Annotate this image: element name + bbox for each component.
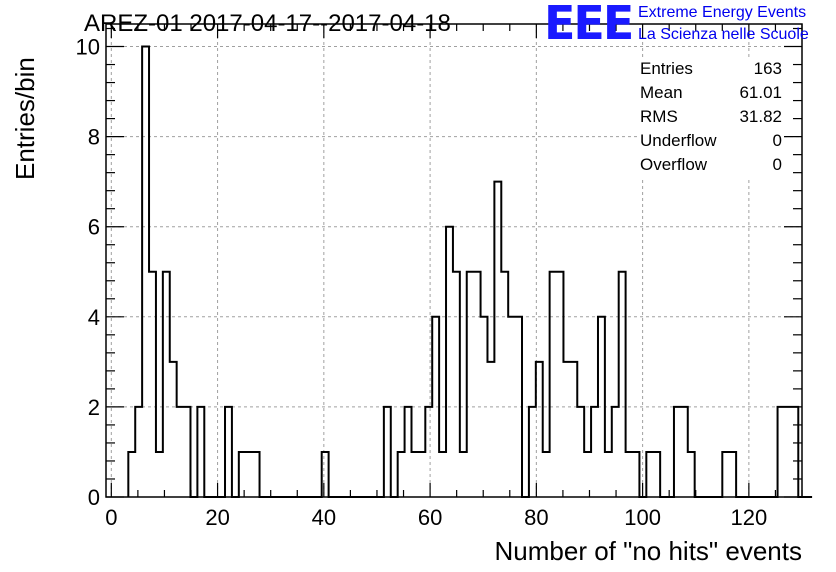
logo-line-1: Extreme Energy Events [638, 4, 807, 21]
plot-frame [105, 23, 803, 498]
y-axis-label: Entries/bin [10, 57, 40, 180]
stats-box: Entries 163 Mean 61.01 RMS 31.82 Underfl… [640, 58, 782, 178]
x-tick-label: 20 [205, 505, 229, 530]
stat-value: 31.82 [739, 107, 782, 126]
stat-value: 163 [753, 59, 782, 78]
logo-line-2: La Scienza nelle Scuole [638, 26, 809, 43]
stat-label: Mean [640, 83, 683, 102]
stat-value: 0 [772, 131, 782, 150]
y-tick-label: 10 [76, 35, 100, 60]
tick-labels: 0 20 40 60 80 100 120 0 2 4 6 8 10 [76, 35, 768, 530]
stat-label: RMS [640, 107, 678, 126]
stat-value: 61.01 [739, 83, 782, 102]
y-tick-label: 2 [88, 395, 100, 420]
stat-label: Entries [640, 59, 693, 78]
stat-row-mean: Mean 61.01 [640, 82, 782, 106]
y-tick-label: 0 [88, 485, 100, 510]
x-tick-label: 120 [731, 505, 768, 530]
x-tick-label: 40 [312, 505, 336, 530]
stat-label: Underflow [640, 131, 717, 150]
stat-row-underflow: Underflow 0 [640, 130, 782, 154]
y-tick-label: 4 [88, 305, 100, 330]
x-axis-label: Number of "no hits" events [494, 536, 803, 566]
x-tick-label: 100 [624, 505, 661, 530]
stat-row-rms: RMS 31.82 [640, 106, 782, 130]
stat-label: Overflow [640, 155, 708, 174]
chart-title: AREZ-01 2017-04-17--2017-04-18 [84, 10, 451, 37]
x-tick-label: 80 [524, 505, 548, 530]
histogram-line [127, 45, 813, 498]
stat-row-overflow: Overflow 0 [640, 154, 782, 178]
y-tick-label: 6 [88, 215, 100, 240]
x-tick-label: 60 [418, 505, 442, 530]
x-tick-label: 0 [105, 505, 117, 530]
eee-logo-mark: EEE [544, 0, 634, 50]
y-tick-label: 8 [88, 125, 100, 150]
stat-value: 0 [772, 155, 782, 174]
stat-row-entries: Entries 163 [640, 58, 782, 82]
